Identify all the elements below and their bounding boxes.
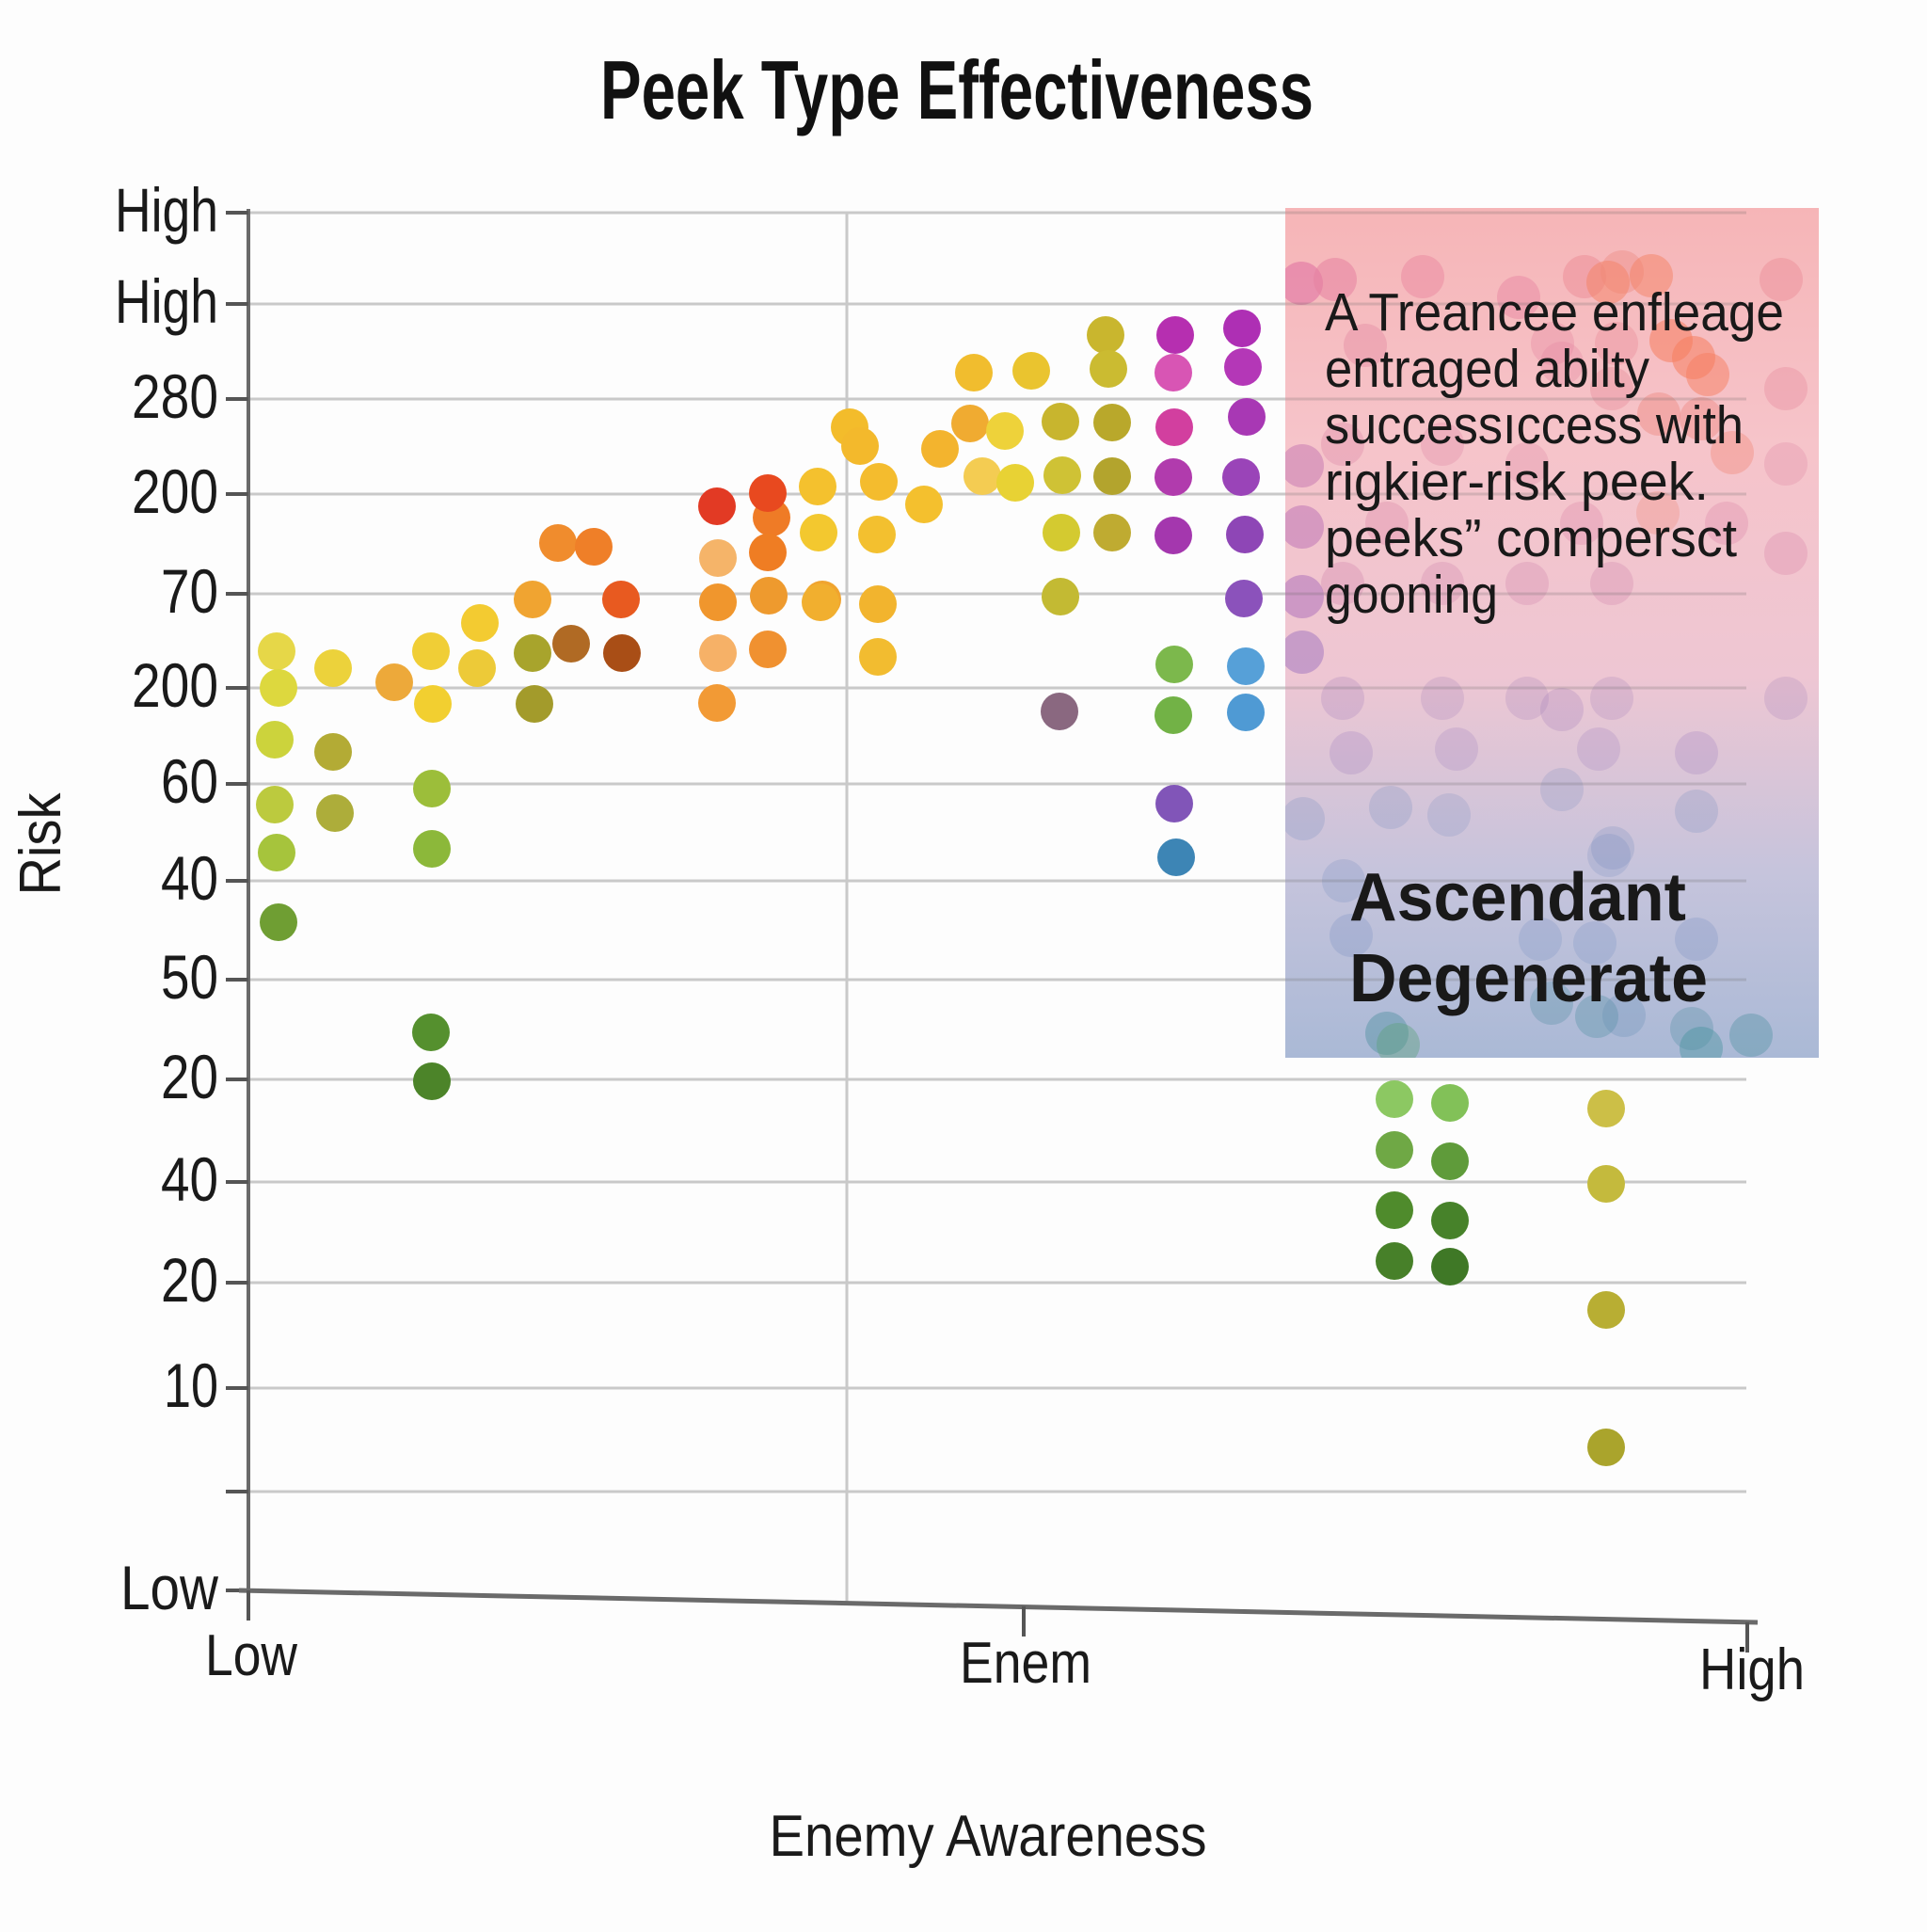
- svg-text:200: 200: [132, 456, 218, 526]
- svg-text:20: 20: [161, 1042, 218, 1111]
- svg-text:A Treancee enfleage: A Treancee enfleage: [1325, 282, 1784, 343]
- svg-text:Ascendant: Ascendant: [1349, 860, 1686, 935]
- svg-text:40: 40: [161, 1144, 218, 1214]
- svg-text:Degenerate: Degenerate: [1349, 941, 1708, 1016]
- svg-text:High: High: [115, 266, 218, 336]
- svg-text:Low: Low: [120, 1553, 218, 1622]
- svg-text:entraged abilty: entraged abilty: [1325, 339, 1649, 399]
- svg-text:Low: Low: [205, 1623, 297, 1688]
- svg-text:280: 280: [132, 361, 218, 431]
- svg-text:Enem: Enem: [960, 1631, 1091, 1696]
- svg-text:High: High: [1699, 1637, 1805, 1702]
- svg-text:10: 10: [164, 1350, 218, 1420]
- svg-text:60: 60: [161, 746, 218, 816]
- svg-text:rigkier-risk peek.: rigkier-risk peek.: [1325, 452, 1709, 512]
- svg-text:Enemy Awareness: Enemy Awareness: [770, 1804, 1207, 1869]
- svg-text:successıccess with: successıccess with: [1325, 395, 1744, 455]
- svg-text:40: 40: [161, 843, 218, 913]
- svg-text:High: High: [115, 175, 218, 245]
- svg-text:Peek Type Effectiveness: Peek Type Effectiveness: [600, 43, 1314, 136]
- svg-text:200: 200: [132, 650, 218, 720]
- svg-text:50: 50: [161, 942, 218, 1012]
- svg-text:70: 70: [161, 556, 218, 626]
- svg-text:Risk: Risk: [8, 792, 73, 896]
- svg-text:20: 20: [161, 1245, 218, 1315]
- svg-text:peeks” compersct: peeks” compersct: [1325, 508, 1737, 568]
- svg-text:gooning: gooning: [1325, 565, 1498, 625]
